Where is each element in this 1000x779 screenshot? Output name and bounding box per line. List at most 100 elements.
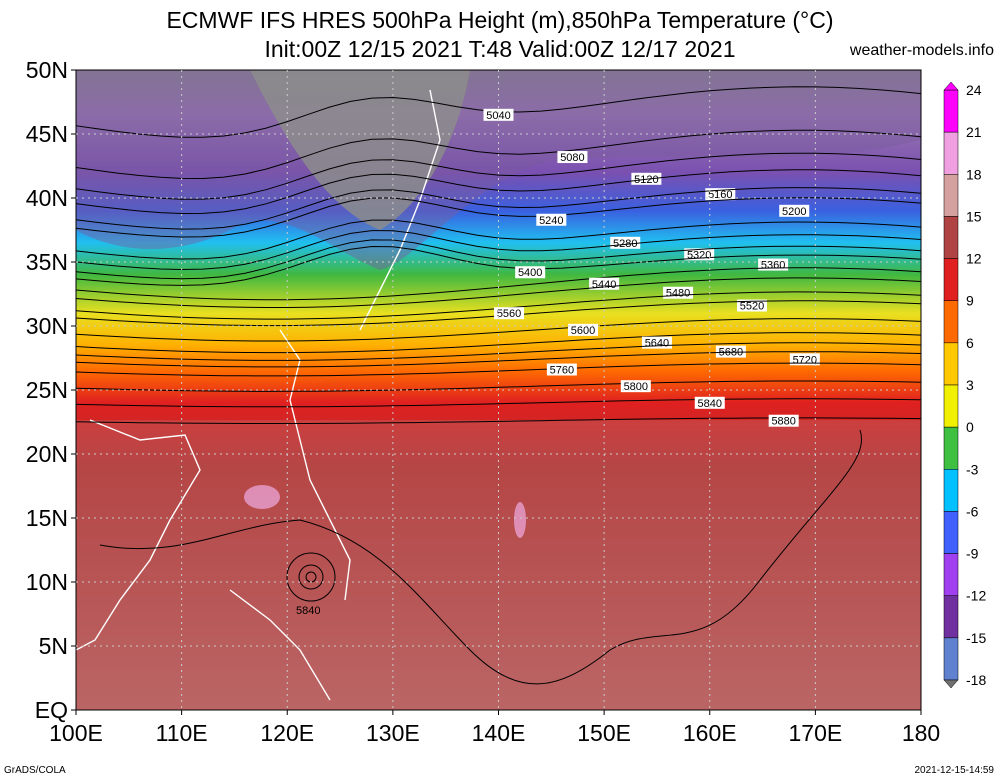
contour-label: 5840 <box>698 398 722 410</box>
contour-label: 5600 <box>571 325 595 337</box>
chart-title: ECMWF IFS HRES 500hPa Height (m),850hPa … <box>166 7 834 33</box>
contour-label-bg <box>737 299 767 312</box>
warm-pool <box>76 420 921 710</box>
lon-label: 170E <box>789 720 843 746</box>
contour-label: 5480 <box>666 288 690 300</box>
colorbar-swatch <box>943 300 959 344</box>
colorbar-label: -12 <box>966 588 986 604</box>
lon-label: 140E <box>472 720 526 746</box>
contour-label: 5240 <box>539 215 563 227</box>
colorbar-label: 3 <box>966 377 974 393</box>
contour-label-bg <box>779 204 810 217</box>
colorbar-swatch <box>943 216 959 259</box>
contour-label-bg <box>546 363 577 376</box>
colorbar-swatch <box>943 131 959 175</box>
contour-label: 5320 <box>687 249 711 261</box>
contour-label: 5040 <box>486 110 510 122</box>
contour-label-bg <box>620 380 651 393</box>
colorbar-bottom-arrow <box>943 679 959 689</box>
contour-label: 5880 <box>771 416 795 428</box>
contour-line <box>76 230 921 271</box>
colorbar-swatch <box>943 89 959 133</box>
lat-label: 25N <box>26 377 68 403</box>
warm-spot <box>514 502 526 538</box>
contour-label-bg <box>789 353 820 366</box>
colorbar-swatch <box>943 342 959 386</box>
contour-line <box>76 129 921 180</box>
contour-line <box>76 277 921 308</box>
contour-label: 5160 <box>708 189 732 201</box>
contour-label: 5400 <box>518 267 542 279</box>
site-watermark: weather-models.info <box>849 42 994 59</box>
contour-label: 5520 <box>740 301 764 313</box>
colorbar-swatch <box>943 426 959 470</box>
lon-label: 120E <box>260 720 314 746</box>
colorbar-swatch <box>943 469 959 512</box>
lon-label: 100E <box>49 720 103 746</box>
lat-label: EQ <box>35 697 68 723</box>
cold-core <box>250 70 470 230</box>
grid-lines <box>76 70 921 710</box>
chart-subtitle: Init:00Z 12/15 2021 T:48 Valid:00Z 12/17… <box>264 36 736 62</box>
contour-label-bg <box>568 323 598 336</box>
typhoon-contour-label: 5840 <box>296 605 320 617</box>
colorbar-label: 24 <box>966 82 982 98</box>
contour-label-bg <box>768 414 799 427</box>
contour-line <box>76 245 921 286</box>
colorbar-swatch <box>943 637 959 681</box>
lat-label: 45N <box>26 121 68 147</box>
contour-line <box>76 239 921 280</box>
contour-label: 5800 <box>624 381 648 393</box>
contour-label: 5080 <box>560 152 584 164</box>
contour-label: 5280 <box>613 238 637 250</box>
contour-label: 5200 <box>782 206 806 218</box>
warm-spot <box>244 485 280 509</box>
longitude-axis: 100E 110E 120E 130E 140E 150E 160E 170E 180 <box>49 710 940 746</box>
lon-label: 110E <box>156 720 208 746</box>
lon-label: 180 <box>902 720 940 746</box>
colorbar-label: 15 <box>966 208 982 224</box>
coastline <box>76 419 201 651</box>
colorbar-label: -18 <box>966 672 986 688</box>
colorbar-label: 9 <box>966 293 974 309</box>
lon-label: 130E <box>366 720 420 746</box>
contour-label: 5720 <box>793 354 817 366</box>
colorbar-label: 21 <box>966 124 982 140</box>
contour-label: 5560 <box>497 308 521 320</box>
contour-line <box>76 152 921 200</box>
contour-label: 5760 <box>550 365 574 377</box>
contour-label-bg <box>494 307 525 320</box>
footer-software: GrADS/COLA <box>4 765 66 776</box>
colorbar-swatch <box>943 384 959 428</box>
contour-line <box>76 351 921 368</box>
lat-label: 50N <box>26 57 68 83</box>
contour-line <box>76 332 921 354</box>
colorbar-swatch <box>943 595 959 639</box>
contour-label-bg <box>557 151 588 164</box>
contour-label-bg <box>715 345 746 358</box>
contour-line <box>76 318 921 342</box>
colorbar-label: -15 <box>966 630 986 646</box>
lat-label: 15N <box>26 505 68 531</box>
lat-label: 20N <box>26 441 68 467</box>
contour-label-bg <box>536 213 567 226</box>
colorbar-label: 18 <box>966 166 982 182</box>
lat-label: 5N <box>39 633 68 659</box>
lat-label: 40N <box>26 185 68 211</box>
contour-label-bg <box>694 396 725 409</box>
colorbar-swatch <box>943 511 959 554</box>
contour-label-bg <box>610 236 641 249</box>
lat-label: 30N <box>26 313 68 339</box>
colorbar: 24 21 18 15 12 9 6 3 0 -3 -6 -9 -12 -15 -18 <box>943 81 986 689</box>
colorbar-label: 0 <box>966 419 974 435</box>
lat-label: 35N <box>26 249 68 275</box>
colorbar-label: -3 <box>966 461 979 477</box>
lon-label: 150E <box>577 720 631 746</box>
colorbar-label: -9 <box>966 546 979 562</box>
contour-label: 5640 <box>645 338 669 350</box>
footer-timestamp: 2021-12-15-14:59 <box>914 765 994 776</box>
colorbar-swatch <box>943 553 959 596</box>
coastline <box>229 589 331 701</box>
lat-label: 10N <box>26 569 68 595</box>
